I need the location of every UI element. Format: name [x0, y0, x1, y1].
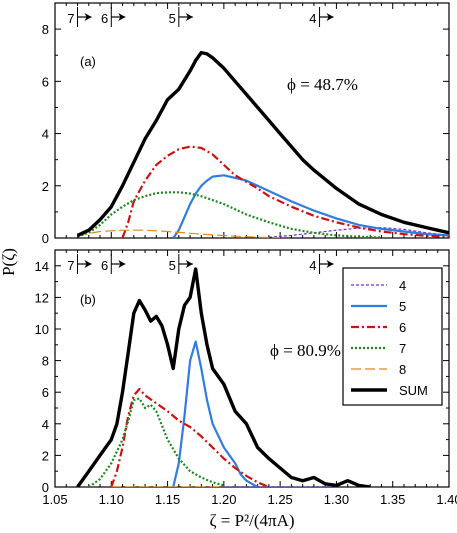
legend-label-sum: SUM: [399, 383, 428, 398]
y-tick-label-a: 4: [42, 127, 49, 142]
legend-label-5: 5: [399, 299, 406, 314]
series-line-5-b: [172, 340, 259, 487]
y-tick-label-b: 10: [35, 322, 49, 337]
marker-label-a: 4: [309, 11, 316, 26]
marker-arrowhead-b: [185, 260, 193, 268]
x-tick-label: 1.05: [42, 492, 67, 507]
x-tick-label: 1.10: [99, 492, 124, 507]
y-tick-label-b: 12: [35, 290, 49, 305]
marker-label-b: 4: [309, 258, 316, 273]
y-tick-label-a: 6: [42, 74, 49, 89]
y-axis-label: P(ζ): [0, 248, 18, 276]
marker-label-b: 7: [67, 258, 74, 273]
x-tick-label: 1.40: [436, 492, 457, 507]
marker-arrowhead-b: [326, 260, 334, 268]
y-tick-label-a: 0: [42, 231, 49, 246]
marker-label-b: 5: [169, 258, 176, 273]
marker-label-a: 5: [169, 11, 176, 26]
phi-annotation-b: ϕ = 80.9%: [270, 341, 341, 360]
marker-arrowhead-a: [84, 13, 92, 21]
panel-label-b: (b): [80, 292, 96, 307]
panel-a: 0 2 4 6 8 7 6 5 4 (a) ϕ = 48.7%: [42, 2, 450, 246]
panel-label-a: (a): [80, 54, 96, 69]
legend-box: [342, 267, 443, 406]
marker-label-a: 6: [101, 11, 108, 26]
series-line-sum-b: [76, 267, 371, 487]
series-line-7-a: [77, 191, 382, 238]
panel-a-frame: [54, 2, 450, 239]
y-tick-label-b: 8: [42, 354, 49, 369]
x-tick-label: 1.25: [267, 492, 292, 507]
series-line-6-b: [110, 387, 270, 487]
y-tick-label-b: 0: [42, 480, 49, 495]
legend-label-7: 7: [399, 341, 406, 356]
y-tick-label-b: 4: [42, 417, 49, 432]
series-line-6-a: [121, 145, 449, 238]
marker-label-a: 7: [67, 11, 74, 26]
series-line-8-a: [77, 229, 281, 238]
marker-arrowhead-a: [185, 13, 193, 21]
series-line-7-b: [88, 397, 225, 487]
marker-label-b: 6: [101, 258, 108, 273]
legend-label-8: 8: [399, 362, 406, 377]
series-line-5-a: [172, 174, 449, 238]
y-tick-label-b: 2: [42, 448, 49, 463]
marker-arrowhead-b: [118, 260, 126, 268]
x-axis-label: ζ = P²/(4πA): [209, 511, 294, 530]
y-tick-label-b: 14: [35, 259, 49, 274]
panel-b-frame: [54, 249, 450, 488]
y-tick-label-b: 6: [42, 385, 49, 400]
marker-arrowhead-a: [326, 13, 334, 21]
x-tick-label: 1.30: [324, 492, 349, 507]
legend-label-6: 6: [399, 320, 406, 335]
series-line-sum-a: [76, 50, 449, 237]
marker-arrowhead-b: [84, 260, 92, 268]
phi-annotation-a: ϕ = 48.7%: [287, 75, 358, 94]
legend-label-4: 4: [399, 278, 406, 293]
panel-b: 0 2 4 6 8 10 12 14 1.05 1.10 1.15 1.20 1.25 1.30 1.35 1…: [35, 249, 457, 507]
x-tick-label: 1.35: [380, 492, 405, 507]
y-tick-label-a: 8: [42, 22, 49, 37]
x-tick-label: 1.15: [155, 492, 180, 507]
marker-arrowhead-a: [118, 13, 126, 21]
y-tick-label-a: 2: [42, 179, 49, 194]
x-tick-label: 1.20: [211, 492, 236, 507]
